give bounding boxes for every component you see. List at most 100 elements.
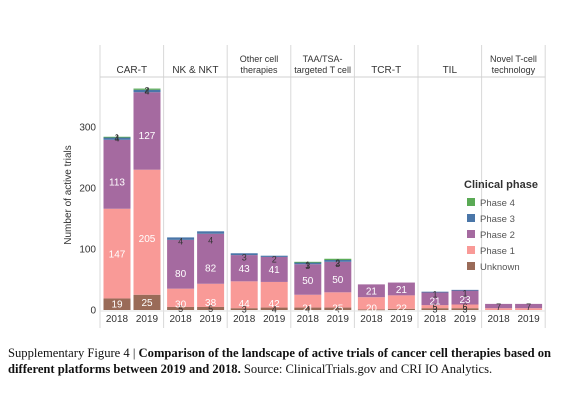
bar-segment-unknown	[230, 308, 258, 310]
data-label: 5	[178, 304, 183, 314]
data-label: 50	[302, 276, 314, 287]
bar-segment-phase-3	[451, 289, 479, 291]
caption-label: Supplementary Figure 4 |	[8, 346, 136, 360]
bar-segment-phase-1	[230, 281, 258, 309]
y-axis-label: Number of active trials	[63, 145, 74, 244]
bar-segment-phase-3	[260, 255, 288, 257]
data-label: 3	[335, 259, 340, 269]
bar-segment-unknown	[387, 308, 415, 310]
year-tick-label: 2019	[454, 314, 477, 325]
data-label: 2	[272, 254, 277, 264]
data-label: 147	[109, 249, 126, 260]
bar-segment-unknown	[103, 298, 131, 310]
legend-label: Phase 2	[480, 230, 515, 241]
legend-swatch	[467, 198, 475, 206]
legend-title: Clinical phase	[464, 179, 538, 191]
y-tick-label: 200	[79, 184, 96, 195]
y-axis: 0 100 200 300 Number of active trials	[63, 123, 96, 317]
data-label: 20	[366, 304, 378, 315]
data-label: 3	[242, 304, 247, 314]
bar-segment-phase-1	[197, 283, 225, 307]
bar-segment-phase-1	[485, 308, 513, 310]
data-label: 1	[114, 133, 119, 143]
platform-name: technology	[492, 65, 536, 75]
y-tick-label: 300	[79, 123, 96, 134]
data-label: 127	[139, 131, 156, 142]
data-label: 25	[141, 298, 153, 309]
y-tick-label: 0	[90, 306, 96, 317]
data-label: 41	[269, 265, 281, 276]
year-tick-label: 2019	[390, 314, 413, 325]
data-label: 205	[139, 234, 156, 245]
bar-segment-phase-2	[133, 92, 161, 170]
bar-segment-phase-1	[451, 304, 479, 309]
bar-segment-phase-2	[421, 292, 449, 306]
year-tick-label: 2019	[517, 314, 540, 325]
bar-segment-phase-1	[294, 294, 322, 308]
data-label: 4	[178, 237, 183, 247]
platform-name: therapies	[240, 65, 278, 75]
panel-separators	[99, 45, 546, 328]
year-tick-label: 2018	[233, 314, 256, 325]
figure-caption: Supplementary Figure 4 | Comparison of t…	[8, 345, 568, 377]
data-label: 4	[114, 133, 119, 143]
year-tick-label: 2018	[297, 314, 320, 325]
data-label: 43	[239, 264, 251, 275]
legend-swatch	[467, 214, 475, 222]
data-label: 22	[396, 304, 408, 315]
data-label: 3	[242, 252, 247, 262]
data-label: 2	[335, 258, 340, 268]
bar-segment-phase-3	[324, 259, 352, 262]
caption-title: Comparison of the landscape of active tr…	[8, 346, 552, 376]
data-label: 113	[109, 177, 125, 188]
data-label: 1	[462, 288, 467, 298]
year-tick-label: 2019	[136, 314, 159, 325]
bar-segment-phase-1	[103, 208, 131, 299]
bar-segment-phase-2	[103, 139, 131, 209]
data-label: 21	[396, 285, 408, 296]
data-label: 50	[332, 275, 344, 286]
year-tick-label: 2019	[199, 314, 222, 325]
bar-segment-phase-4	[324, 258, 352, 260]
data-label: 44	[239, 299, 251, 310]
data-label: 38	[205, 298, 217, 309]
data-label: 23	[459, 295, 471, 306]
bar-segment-phase-2	[387, 282, 415, 296]
bar-segment-phase-3	[421, 291, 449, 293]
bar-segment-phase-3	[103, 137, 131, 140]
platform-name: TAA/TSA-	[303, 54, 343, 64]
platform-name: targeted T cell	[294, 65, 351, 75]
bar-segment-phase-1	[515, 308, 543, 310]
legend-label: Phase 1	[480, 246, 515, 257]
bar-segment-unknown	[324, 307, 352, 310]
bar-segment-phase-2	[515, 303, 543, 309]
platform-name: Other cell	[240, 54, 279, 64]
legend-swatch	[467, 246, 475, 254]
data-label: 3	[432, 305, 437, 315]
bar-segment-phase-1	[357, 297, 385, 310]
data-label: 42	[269, 299, 281, 310]
caption-source: Source: ClinicalTrials.gov and CRI IO An…	[243, 362, 493, 376]
year-tick-label: 2018	[487, 314, 510, 325]
legend-swatch	[467, 262, 475, 270]
platform-name: CAR-T	[117, 65, 148, 76]
platform-name: TCR-T	[371, 65, 401, 76]
data-label: 7	[526, 302, 531, 312]
legend: Clinical phase Phase 4 Phase 3 Phase 2 Phase…	[464, 179, 538, 273]
data-label: 4	[305, 304, 310, 314]
bar-segment-unknown	[421, 308, 449, 310]
bar-segment-phase-2	[197, 233, 225, 284]
data-label: 82	[205, 263, 217, 274]
year-tick-label: 2019	[263, 314, 286, 325]
platform-name: NK & NKT	[172, 65, 218, 76]
bar-segment-phase-2	[260, 256, 288, 282]
bar-segment-unknown	[260, 307, 288, 310]
data-label: 2	[144, 85, 149, 95]
bar-segment-phase-2	[324, 261, 352, 293]
bar-segment-phase-1	[421, 305, 449, 309]
bar-segment-phase-4	[294, 261, 322, 263]
bar-segment-phase-3	[294, 262, 322, 265]
bar-segment-phase-2	[357, 284, 385, 298]
bar-segment-phase-3	[230, 253, 258, 256]
data-label: 4	[208, 235, 213, 245]
